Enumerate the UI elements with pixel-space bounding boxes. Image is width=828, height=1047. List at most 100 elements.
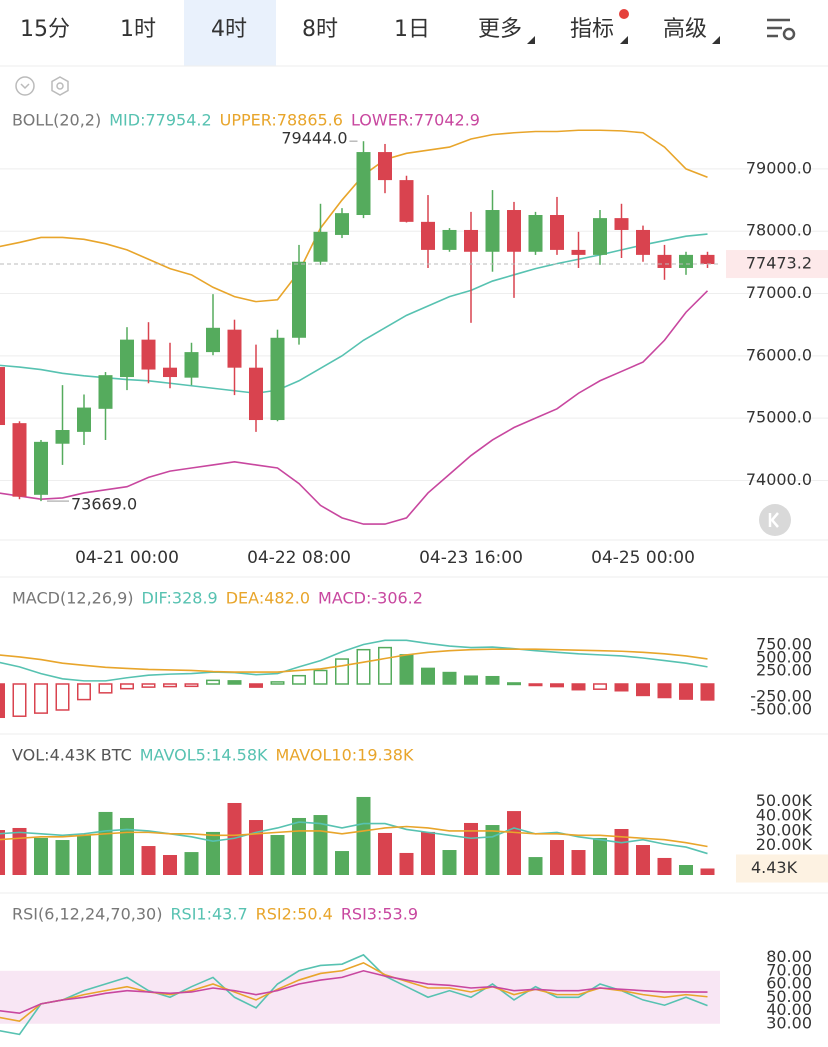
macd-line [0,648,708,673]
volume-bar [657,857,672,875]
candle-body [163,367,177,378]
notify-dot [619,9,629,19]
volume-bar [399,852,414,875]
macd-bar [163,683,177,688]
dropdown-marker [527,36,535,44]
volume-bar [507,811,521,875]
y-tick-label: 78000.0 [746,221,812,240]
boll-line [0,233,708,395]
macd-bar [227,680,242,685]
macd-bar [700,683,715,701]
last-price-label: 77473.2 [746,254,812,273]
toolbar-tab[interactable]: 高级 [663,17,707,42]
reset-button[interactable] [759,504,791,536]
toolbar-tab[interactable]: 8时 [302,17,338,42]
settings-icon[interactable] [767,18,796,41]
candle-body [700,254,715,265]
volume-bar [163,855,177,875]
candle-body [141,339,156,370]
indicator-legend: DEA:482.0 [226,589,310,608]
macd-bar [657,683,672,699]
candle-body [507,210,521,252]
candle-body [421,221,435,250]
indicator-legend: MID:77954.2 [109,111,211,130]
macd-bar [77,683,91,701]
indicator-legend: MACD(12,26,9) [12,589,134,608]
volume-label: 4.43K [751,858,798,877]
indicator-legend: RSI1:43.7 [170,905,247,924]
y-tick-label: 20.00K [756,835,813,854]
candle-body [679,254,693,268]
rsi-line [0,969,708,1014]
macd-bar [571,683,586,691]
y-tick-label: -500.00 [750,699,812,718]
y-tick-label: 77000.0 [746,283,812,302]
y-tick-label: 500.00 [756,648,812,667]
toolbar-tab[interactable]: 指标 [570,17,614,42]
volume-bar [550,840,564,875]
settings-hex-icon[interactable] [51,76,69,96]
volume-bar [378,832,392,875]
boll-line [0,129,708,303]
volume-bar [313,815,328,875]
macd-bar [636,683,650,697]
indicator-legend: VOL:4.43K BTC [12,746,132,765]
volume-bar [77,835,91,875]
collapse-icon[interactable] [15,76,35,96]
volume-bar [636,845,650,875]
y-tick-label: 50.00K [756,791,813,810]
macd-bar [421,667,435,685]
toolbar-tab[interactable]: 更多 [478,17,522,42]
candle-body [550,215,564,250]
candle-body [34,441,48,495]
candle-body [528,215,543,252]
candle-body [657,254,672,268]
volume-bar [292,817,306,875]
macd-bar [270,681,285,685]
indicator-legend: LOWER:77042.9 [351,111,480,130]
mavol-line [0,821,708,855]
volume-label-bg [736,854,828,883]
settings-hex-dot [56,82,64,90]
macd-bar [679,683,693,700]
reset-button-icon [770,512,779,528]
volume-bar [571,850,586,875]
macd-bar [0,683,5,719]
boll-line [0,290,709,525]
indicator-legend: UPPER:78865.6 [220,111,343,130]
toolbar-tab[interactable]: 15分 [20,17,70,42]
candle-body [98,375,113,409]
last-price-bg [726,250,828,279]
toolbar-tab[interactable]: 1日 [394,17,430,42]
y-tick-label: 76000.0 [746,345,812,364]
y-tick-label: 60.00 [766,974,812,993]
volume-bar [206,831,220,875]
volume-bar [335,851,349,875]
macd-bar [98,683,113,694]
candle-body [12,423,27,497]
y-tick-label: 30.00K [756,820,813,839]
volume-bar [0,830,5,875]
volume-bar [528,857,543,875]
toolbar-tab[interactable]: 4时 [211,17,247,42]
active-tab-bg [184,0,276,66]
toolbar-tab[interactable]: 1时 [120,17,156,42]
volume-bar [421,831,435,875]
candle-body [55,430,70,444]
volume-bar [249,820,263,875]
volume-bar [442,850,457,875]
macd-bar [485,675,500,685]
volume-bar [614,828,629,875]
indicator-legend: RSI2:50.4 [256,905,333,924]
toolbar-bg [0,0,828,66]
y-tick-label: 30.00 [766,1013,812,1032]
indicator-legend: MAVOL10:19.38K [276,746,414,765]
volume-bar [12,827,27,875]
candle-body [184,352,199,378]
candle-body [0,367,5,426]
chart-layer: 15分 1时 4时 8时 1日 更多 指标 高级 74000.0 75000.0 76000.0 77… [0,17,828,1036]
macd-bar [206,679,220,685]
candle-body [270,337,285,421]
volume-bar [464,822,478,875]
